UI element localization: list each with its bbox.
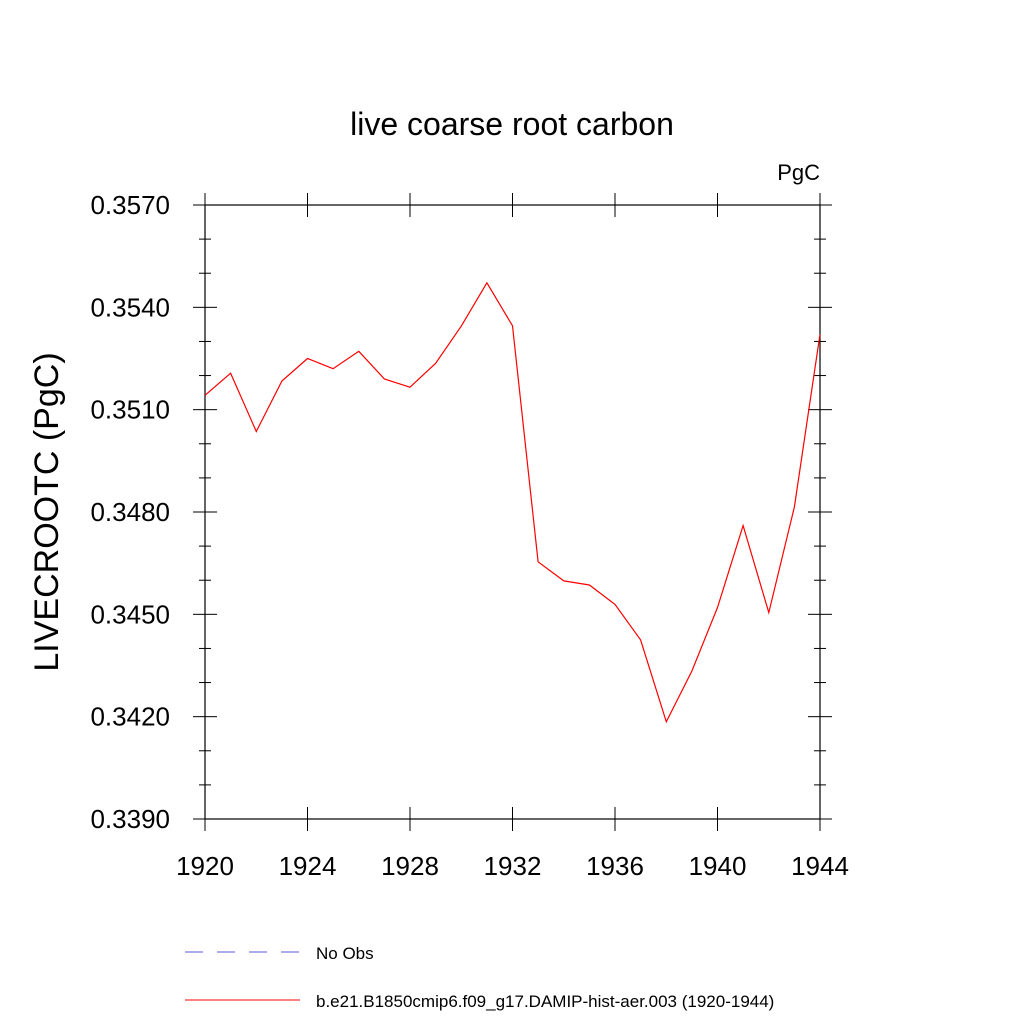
chart-title: live coarse root carbon — [350, 106, 674, 142]
plot-area — [204, 204, 821, 820]
y-axis-title: LIVECROOTC (PgC) — [28, 352, 66, 671]
series-line — [204, 281, 821, 724]
y-tick-label: 0.3420 — [90, 702, 170, 732]
axis-ticks — [193, 193, 832, 831]
legend-label-model-run: b.e21.B1850cmip6.f09_g17.DAMIP-hist-aer.… — [316, 992, 774, 1011]
y-tick-label: 0.3540 — [90, 292, 170, 322]
x-tick-label: 1944 — [791, 851, 849, 881]
plot-frame — [204, 204, 821, 820]
x-tick-label: 1936 — [586, 851, 644, 881]
x-tick-label: 1940 — [689, 851, 747, 881]
series-layer — [204, 281, 821, 724]
y-tick-label: 0.3390 — [90, 804, 170, 834]
x-tick-label: 1924 — [279, 851, 337, 881]
x-tick-label: 1928 — [381, 851, 439, 881]
y-tick-label: 0.3510 — [90, 395, 170, 425]
y-tick-label: 0.3570 — [90, 190, 170, 220]
y-tick-label: 0.3480 — [90, 497, 170, 527]
y-tick-labels: 0.3390 0.3420 0.3450 0.3480 0.3510 0.3540 0.35… — [90, 190, 170, 834]
y-tick-label: 0.3450 — [90, 599, 170, 629]
legend-label-no-obs: No Obs — [316, 944, 374, 963]
x-tick-labels: 1920 1924 1928 1932 1936 1940 1944 — [176, 851, 849, 881]
x-tick-label: 1932 — [484, 851, 542, 881]
legend: No Obs b.e21.B1850cmip6.f09_g17.DAMIP-hi… — [185, 944, 774, 1011]
x-tick-label: 1920 — [176, 851, 234, 881]
units-label: PgC — [777, 160, 820, 185]
